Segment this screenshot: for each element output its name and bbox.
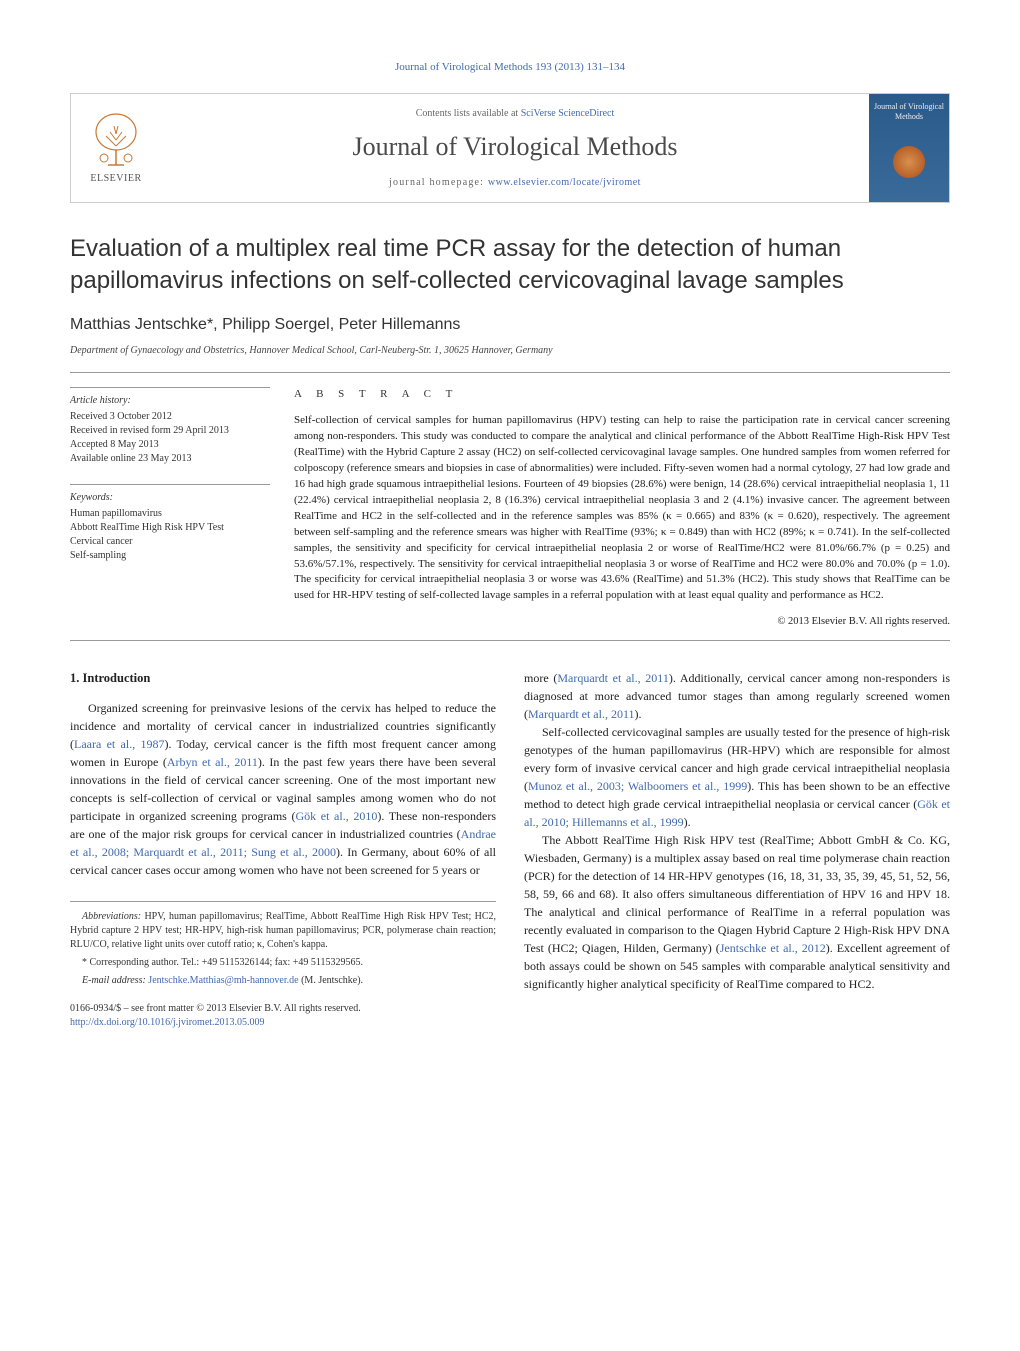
elsevier-tree-icon [86,110,146,170]
homepage-link[interactable]: www.elsevier.com/locate/jviromet [488,177,641,188]
divider-top [70,372,950,373]
email-footnote: E-mail address: Jentschke.Matthias@mh-ha… [70,974,496,988]
email-label: E-mail address: [82,975,148,986]
divider-bottom [70,640,950,641]
abstract-text: Self-collection of cervical samples for … [294,413,950,604]
abstract-heading: A B S T R A C T [294,387,950,403]
intro-para-3: The Abbott RealTime High Risk HPV test (… [524,831,950,993]
body-columns: 1. Introduction Organized screening for … [70,669,950,1031]
keyword-3: Cervical cancer [70,535,270,549]
intro-para-1-cont: more (Marquardt et al., 2011). Additiona… [524,669,950,723]
footnotes-block: Abbreviations: HPV, human papillomavirus… [70,901,496,988]
doi-link[interactable]: http://dx.doi.org/10.1016/j.jviromet.201… [70,1016,496,1030]
article-title: Evaluation of a multiplex real time PCR … [70,233,950,295]
header-center: Contents lists available at SciVerse Sci… [161,94,869,202]
contents-available-line: Contents lists available at SciVerse Sci… [416,107,615,121]
email-link[interactable]: Jentschke.Matthias@mh-hannover.de [148,975,298,986]
author-list: Matthias Jentschke*, Philipp Soergel, Pe… [70,314,950,336]
history-revised: Received in revised form 29 April 2013 [70,424,270,438]
history-online: Available online 23 May 2013 [70,452,270,466]
homepage-prefix: journal homepage: [389,177,488,188]
affiliation: Department of Gynaecology and Obstetrics… [70,344,950,358]
corr-text: Tel.: +49 5115326144; fax: +49 511532956… [181,957,363,968]
keyword-1: Human papillomavirus [70,507,270,521]
section-1-heading: 1. Introduction [70,669,496,688]
keywords-label: Keywords: [70,491,270,505]
article-info-sidebar: Article history: Received 3 October 2012… [70,387,270,629]
history-received: Received 3 October 2012 [70,410,270,424]
intro-para-2: Self-collected cervicovaginal samples ar… [524,723,950,831]
corr-label: * Corresponding author. [82,957,181,968]
publisher-logo: ELSEVIER [71,94,161,202]
contents-prefix: Contents lists available at [416,108,521,119]
sciencedirect-link[interactable]: SciVerse ScienceDirect [521,108,615,119]
running-header: Journal of Virological Methods 193 (2013… [70,60,950,75]
front-matter-line: 0166-0934/$ – see front matter © 2013 El… [70,1002,496,1016]
email-suffix: (M. Jentschke). [299,975,363,986]
kw-divider [70,484,270,485]
journal-header-box: ELSEVIER Contents lists available at Sci… [70,93,950,203]
abbreviations-footnote: Abbreviations: HPV, human papillomavirus… [70,910,496,952]
history-accepted: Accepted 8 May 2013 [70,438,270,452]
doi-block: 0166-0934/$ – see front matter © 2013 El… [70,1002,496,1030]
keyword-2: Abbott RealTime High Risk HPV Test [70,521,270,535]
cover-title: Journal of Virological Methods [873,102,945,121]
meta-divider [70,387,270,388]
cover-graphic-icon [893,146,925,178]
abstract-column: A B S T R A C T Self-collection of cervi… [294,387,950,629]
journal-title: Journal of Virological Methods [352,129,677,165]
history-label: Article history: [70,394,270,408]
journal-cover-thumbnail: Journal of Virological Methods [869,94,949,202]
abbrev-label: Abbreviations: [82,911,141,922]
journal-homepage-line: journal homepage: www.elsevier.com/locat… [389,176,641,190]
publisher-name: ELSEVIER [90,172,141,186]
right-column: more (Marquardt et al., 2011). Additiona… [524,669,950,1031]
corresponding-author-footnote: * Corresponding author. Tel.: +49 511532… [70,956,496,970]
abstract-copyright: © 2013 Elsevier B.V. All rights reserved… [294,614,950,629]
left-column: 1. Introduction Organized screening for … [70,669,496,1031]
keyword-4: Self-sampling [70,549,270,563]
intro-para-1: Organized screening for preinvasive lesi… [70,699,496,879]
